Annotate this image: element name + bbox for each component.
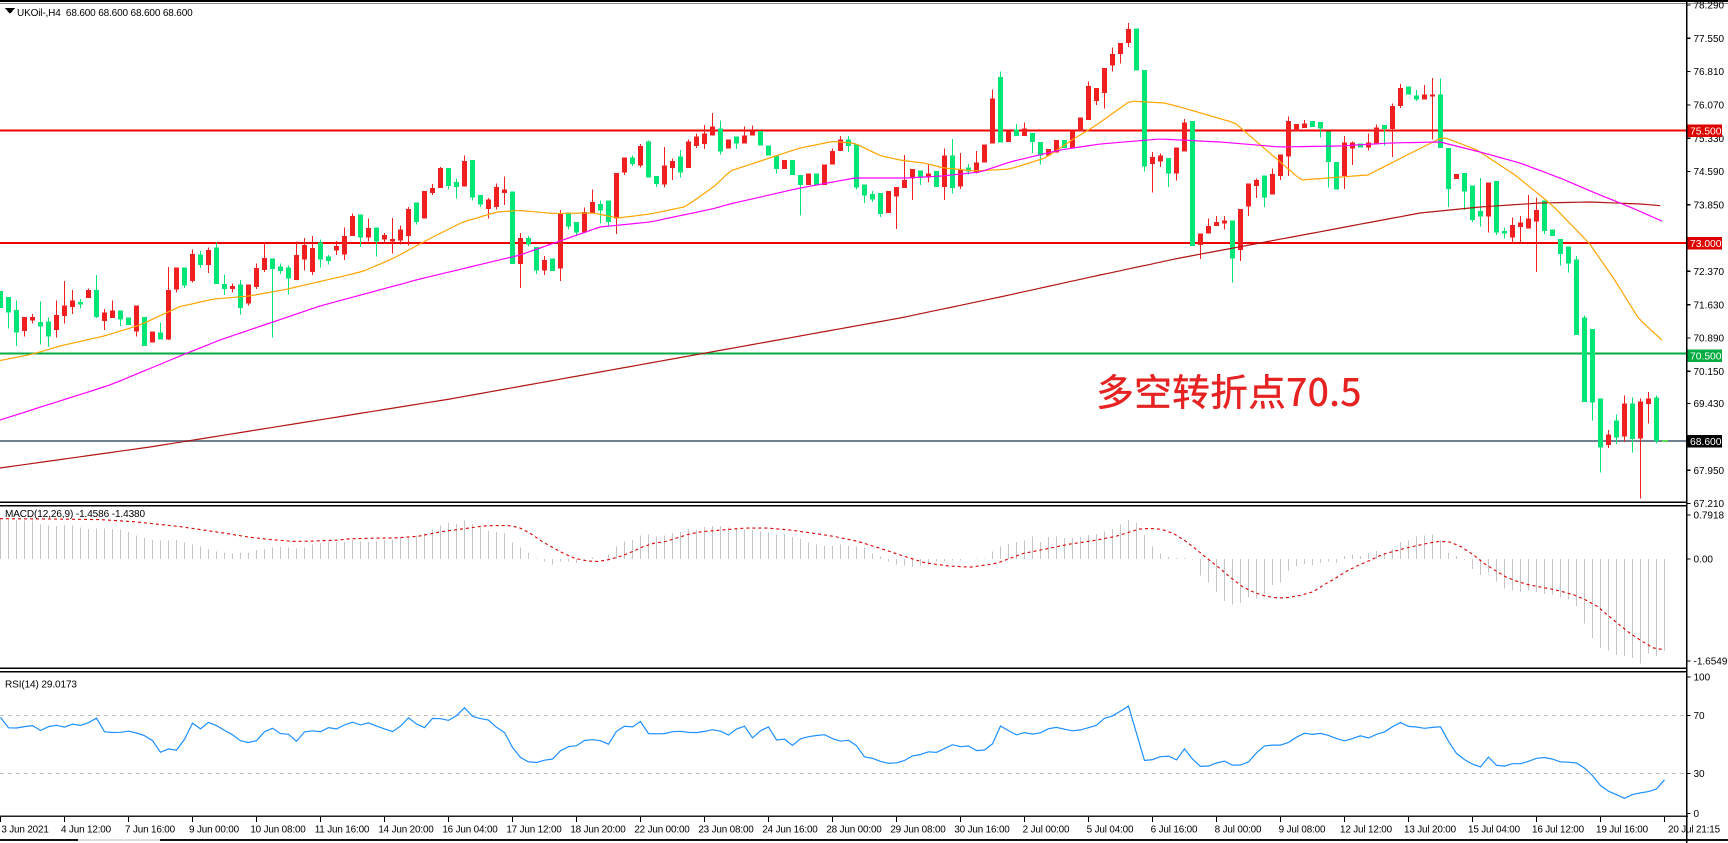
svg-text:0: 0 [1694,809,1700,820]
svg-text:74.590: 74.590 [1694,167,1725,178]
svg-text:75.330: 75.330 [1694,134,1725,145]
svg-text:10 Jun 08:00: 10 Jun 08:00 [250,825,306,836]
svg-text:30: 30 [1694,769,1706,780]
svg-text:23 Jun 08:00: 23 Jun 08:00 [698,825,754,836]
svg-text:73.850: 73.850 [1694,200,1725,211]
svg-text:4 Jun 12:00: 4 Jun 12:00 [61,825,112,836]
svg-text:70: 70 [1694,711,1706,722]
svg-text:29 Jun 08:00: 29 Jun 08:00 [890,825,946,836]
svg-text:RSI(14) 29.0173: RSI(14) 29.0173 [5,680,77,691]
svg-text:30 Jun 16:00: 30 Jun 16:00 [954,825,1010,836]
svg-text:13 Jul 20:00: 13 Jul 20:00 [1404,825,1457,836]
svg-text:-1.6549: -1.6549 [1694,657,1728,668]
svg-text:100: 100 [1694,673,1711,684]
svg-text:2 Jul 00:00: 2 Jul 00:00 [1023,825,1070,836]
svg-text:70.890: 70.890 [1694,334,1725,345]
svg-text:14 Jun 20:00: 14 Jun 20:00 [378,825,434,836]
svg-text:67.210: 67.210 [1694,499,1725,510]
svg-text:76.070: 76.070 [1694,101,1725,112]
svg-text:70.500: 70.500 [1690,351,1722,362]
svg-text:8 Jul 00:00: 8 Jul 00:00 [1215,825,1262,836]
svg-text:16 Jun 04:00: 16 Jun 04:00 [442,825,498,836]
svg-text:24 Jun 16:00: 24 Jun 16:00 [762,825,818,836]
svg-text:67.950: 67.950 [1694,466,1725,477]
svg-text:73.000: 73.000 [1690,239,1722,250]
svg-text:69.430: 69.430 [1694,399,1725,410]
svg-text:22 Jun 00:00: 22 Jun 00:00 [634,825,690,836]
svg-text:9 Jun 00:00: 9 Jun 00:00 [189,825,240,836]
svg-text:72.370: 72.370 [1694,267,1725,278]
svg-text:9 Jul 08:00: 9 Jul 08:00 [1279,825,1326,836]
svg-text:18 Jun 20:00: 18 Jun 20:00 [570,825,626,836]
svg-text:UKOil-,H4 68.600 68.600 68.60: UKOil-,H4 68.600 68.600 68.600 68.600 [17,8,193,19]
svg-text:15 Jul 04:00: 15 Jul 04:00 [1468,825,1521,836]
svg-text:19 Jul 16:00: 19 Jul 16:00 [1596,825,1649,836]
svg-text:28 Jun 00:00: 28 Jun 00:00 [826,825,882,836]
svg-text:16 Jul 12:00: 16 Jul 12:00 [1532,825,1585,836]
svg-text:78.290: 78.290 [1694,1,1725,12]
svg-text:MACD(12,26,9) -1.4586 -1.4380: MACD(12,26,9) -1.4586 -1.4380 [5,509,145,520]
svg-text:11 Jun 16:00: 11 Jun 16:00 [315,825,370,836]
svg-text:0.00: 0.00 [1694,555,1714,566]
svg-text:75.500: 75.500 [1690,126,1722,137]
svg-text:12 Jul 12:00: 12 Jul 12:00 [1340,825,1393,836]
svg-text:7 Jun 16:00: 7 Jun 16:00 [125,825,176,836]
svg-text:3 Jun 2021: 3 Jun 2021 [1,825,49,836]
svg-text:17 Jun 12:00: 17 Jun 12:00 [506,825,562,836]
svg-text:71.630: 71.630 [1694,300,1725,311]
svg-text:70.150: 70.150 [1694,367,1725,378]
svg-text:5 Jul 04:00: 5 Jul 04:00 [1087,825,1134,836]
svg-text:68.600: 68.600 [1690,437,1722,448]
svg-text:20 Jul 21:15: 20 Jul 21:15 [1668,825,1721,836]
svg-text:76.810: 76.810 [1694,67,1725,78]
svg-text:6 Jul 16:00: 6 Jul 16:00 [1151,825,1198,836]
svg-text:77.550: 77.550 [1694,34,1725,45]
svg-text:0.7918: 0.7918 [1694,511,1725,522]
